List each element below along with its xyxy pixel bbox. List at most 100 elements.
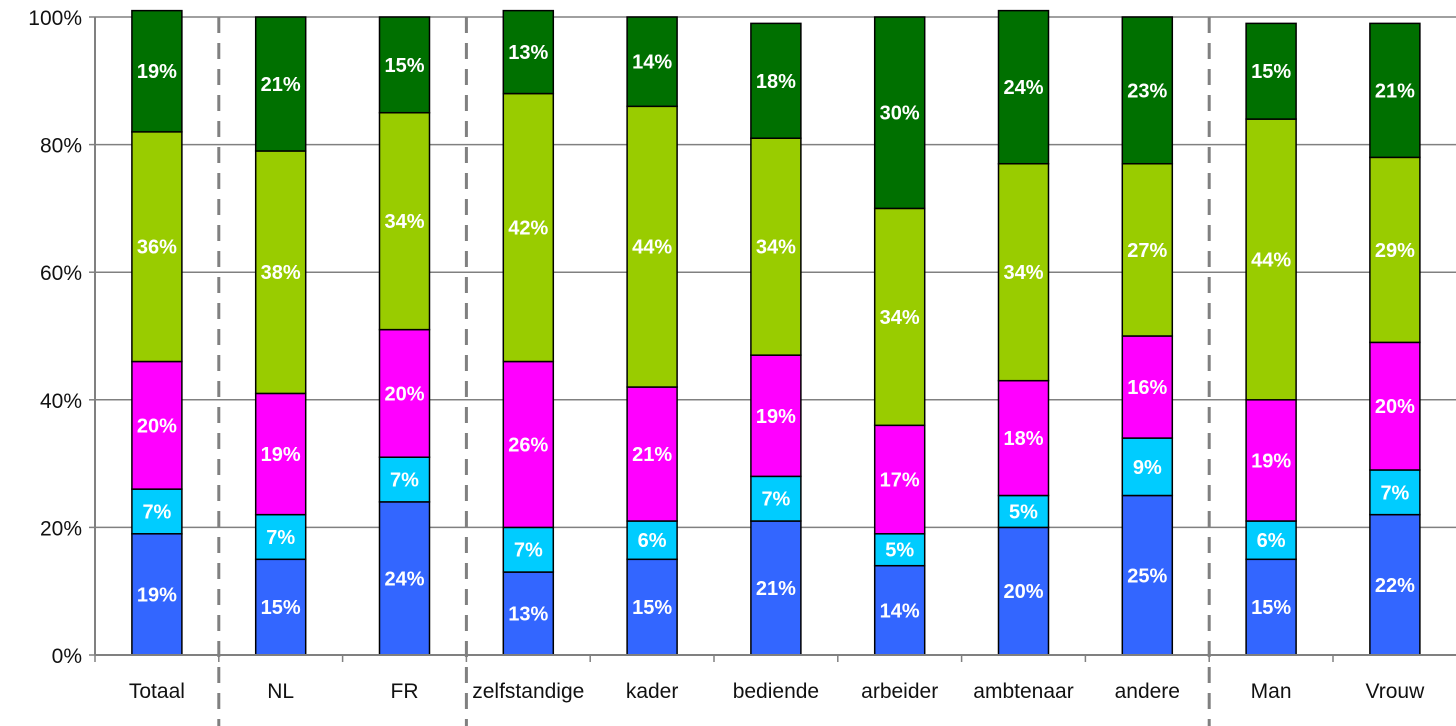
y-tick-label: 80% (40, 135, 82, 158)
data-label: 44% (1251, 249, 1291, 271)
data-label: 6% (638, 530, 667, 552)
bar-segment (626, 16, 678, 108)
axes (89, 16, 1456, 662)
bar-segment (750, 354, 802, 478)
bar-segment (1369, 156, 1421, 344)
bar-segment (378, 328, 431, 458)
data-label: 7% (142, 501, 171, 523)
bar-segment (1369, 469, 1421, 516)
bar-segment (502, 9, 555, 95)
data-label: 21% (261, 74, 301, 96)
data-label: 19% (261, 444, 301, 466)
data-label: 20% (384, 383, 424, 405)
data-label: 34% (1003, 262, 1043, 284)
x-category-label: bediende (733, 680, 819, 703)
bar-segment (502, 360, 555, 529)
bar-segment (750, 137, 802, 356)
x-category-label: zelfstandige (472, 680, 584, 703)
y-tick-label: 100% (28, 7, 82, 30)
bar-segment (997, 494, 1050, 529)
bar-segment (873, 564, 926, 656)
data-label: 44% (632, 237, 672, 259)
x-category-label: Totaal (129, 680, 185, 703)
data-label: 21% (1375, 80, 1415, 102)
bar-segment (750, 475, 802, 522)
data-label: 34% (880, 307, 920, 329)
data-label: 7% (761, 489, 790, 511)
data-label: 19% (756, 406, 796, 428)
data-label: 6% (1257, 530, 1286, 552)
bar-segment (1121, 16, 1174, 165)
data-label: 13% (508, 42, 548, 64)
data-label: 19% (137, 584, 177, 606)
data-label: 15% (1251, 597, 1291, 619)
data-label: 16% (1127, 377, 1167, 399)
data-label: 22% (1375, 575, 1415, 597)
data-label: 9% (1133, 457, 1162, 479)
bar-segment (750, 22, 802, 139)
bar-segment (873, 207, 926, 427)
data-label: 15% (1251, 61, 1291, 83)
data-label: 21% (756, 578, 796, 600)
bar-segment (131, 533, 183, 656)
x-category-label: kader (626, 680, 679, 703)
data-label: 18% (1003, 428, 1043, 450)
y-tick-label: 60% (40, 262, 82, 285)
x-category-label: ambtenaar (973, 680, 1073, 703)
data-label: 5% (885, 540, 914, 562)
data-label: 24% (384, 568, 424, 590)
bar-segment (502, 92, 555, 363)
data-label: 20% (1375, 396, 1415, 418)
data-label: 25% (1127, 565, 1167, 587)
y-tick-label: 20% (40, 517, 82, 540)
data-labels: 19% 7% 20% 36% 19% 15% 7% 19% 38% 21% 24% 7% 20% 34% 1… (137, 42, 1415, 625)
data-label: 34% (384, 211, 424, 233)
data-label: 18% (756, 71, 796, 93)
bar-segment (997, 162, 1050, 382)
data-label: 29% (1375, 240, 1415, 262)
bar-segment (254, 16, 307, 152)
data-label: 34% (756, 237, 796, 259)
data-label: 20% (137, 415, 177, 437)
bar-segment (1245, 558, 1297, 656)
bars (131, 9, 1421, 656)
data-label: 7% (514, 540, 543, 562)
data-label: 27% (1127, 240, 1167, 262)
data-label: 7% (1380, 482, 1409, 504)
bar-segment (873, 16, 926, 210)
data-label: 36% (137, 237, 177, 259)
data-label: 5% (1009, 501, 1038, 523)
data-label: 15% (261, 597, 301, 619)
bar-segment (254, 392, 307, 516)
bar-segment (502, 526, 555, 573)
data-label: 24% (1003, 77, 1043, 99)
data-label: 15% (632, 597, 672, 619)
bar-segment (626, 558, 678, 656)
bar-segment (378, 111, 431, 331)
bar-segment (1245, 399, 1297, 522)
bar-segment (626, 520, 678, 561)
y-tick-label: 40% (40, 390, 82, 413)
x-category-label: Vrouw (1366, 680, 1426, 703)
data-label: 19% (137, 61, 177, 83)
bar-segment (750, 520, 802, 656)
data-label: 42% (508, 218, 548, 240)
bar-segment (254, 150, 307, 395)
data-label: 14% (632, 52, 672, 74)
data-label: 17% (880, 470, 920, 492)
data-label: 21% (632, 444, 672, 466)
data-label: 7% (266, 527, 295, 549)
bar-segment (1245, 520, 1297, 561)
y-tick-label: 0% (52, 645, 82, 668)
bar-segment (626, 105, 678, 388)
bar-segment (378, 16, 431, 114)
group-separators (217, 17, 1211, 726)
bar-segment (873, 424, 926, 535)
x-category-label: FR (391, 680, 419, 703)
data-label: 20% (1003, 581, 1043, 603)
x-category-label: Man (1251, 680, 1292, 703)
x-category-label: andere (1115, 680, 1180, 703)
bar-segment (1245, 22, 1297, 120)
data-label: 14% (880, 600, 920, 622)
